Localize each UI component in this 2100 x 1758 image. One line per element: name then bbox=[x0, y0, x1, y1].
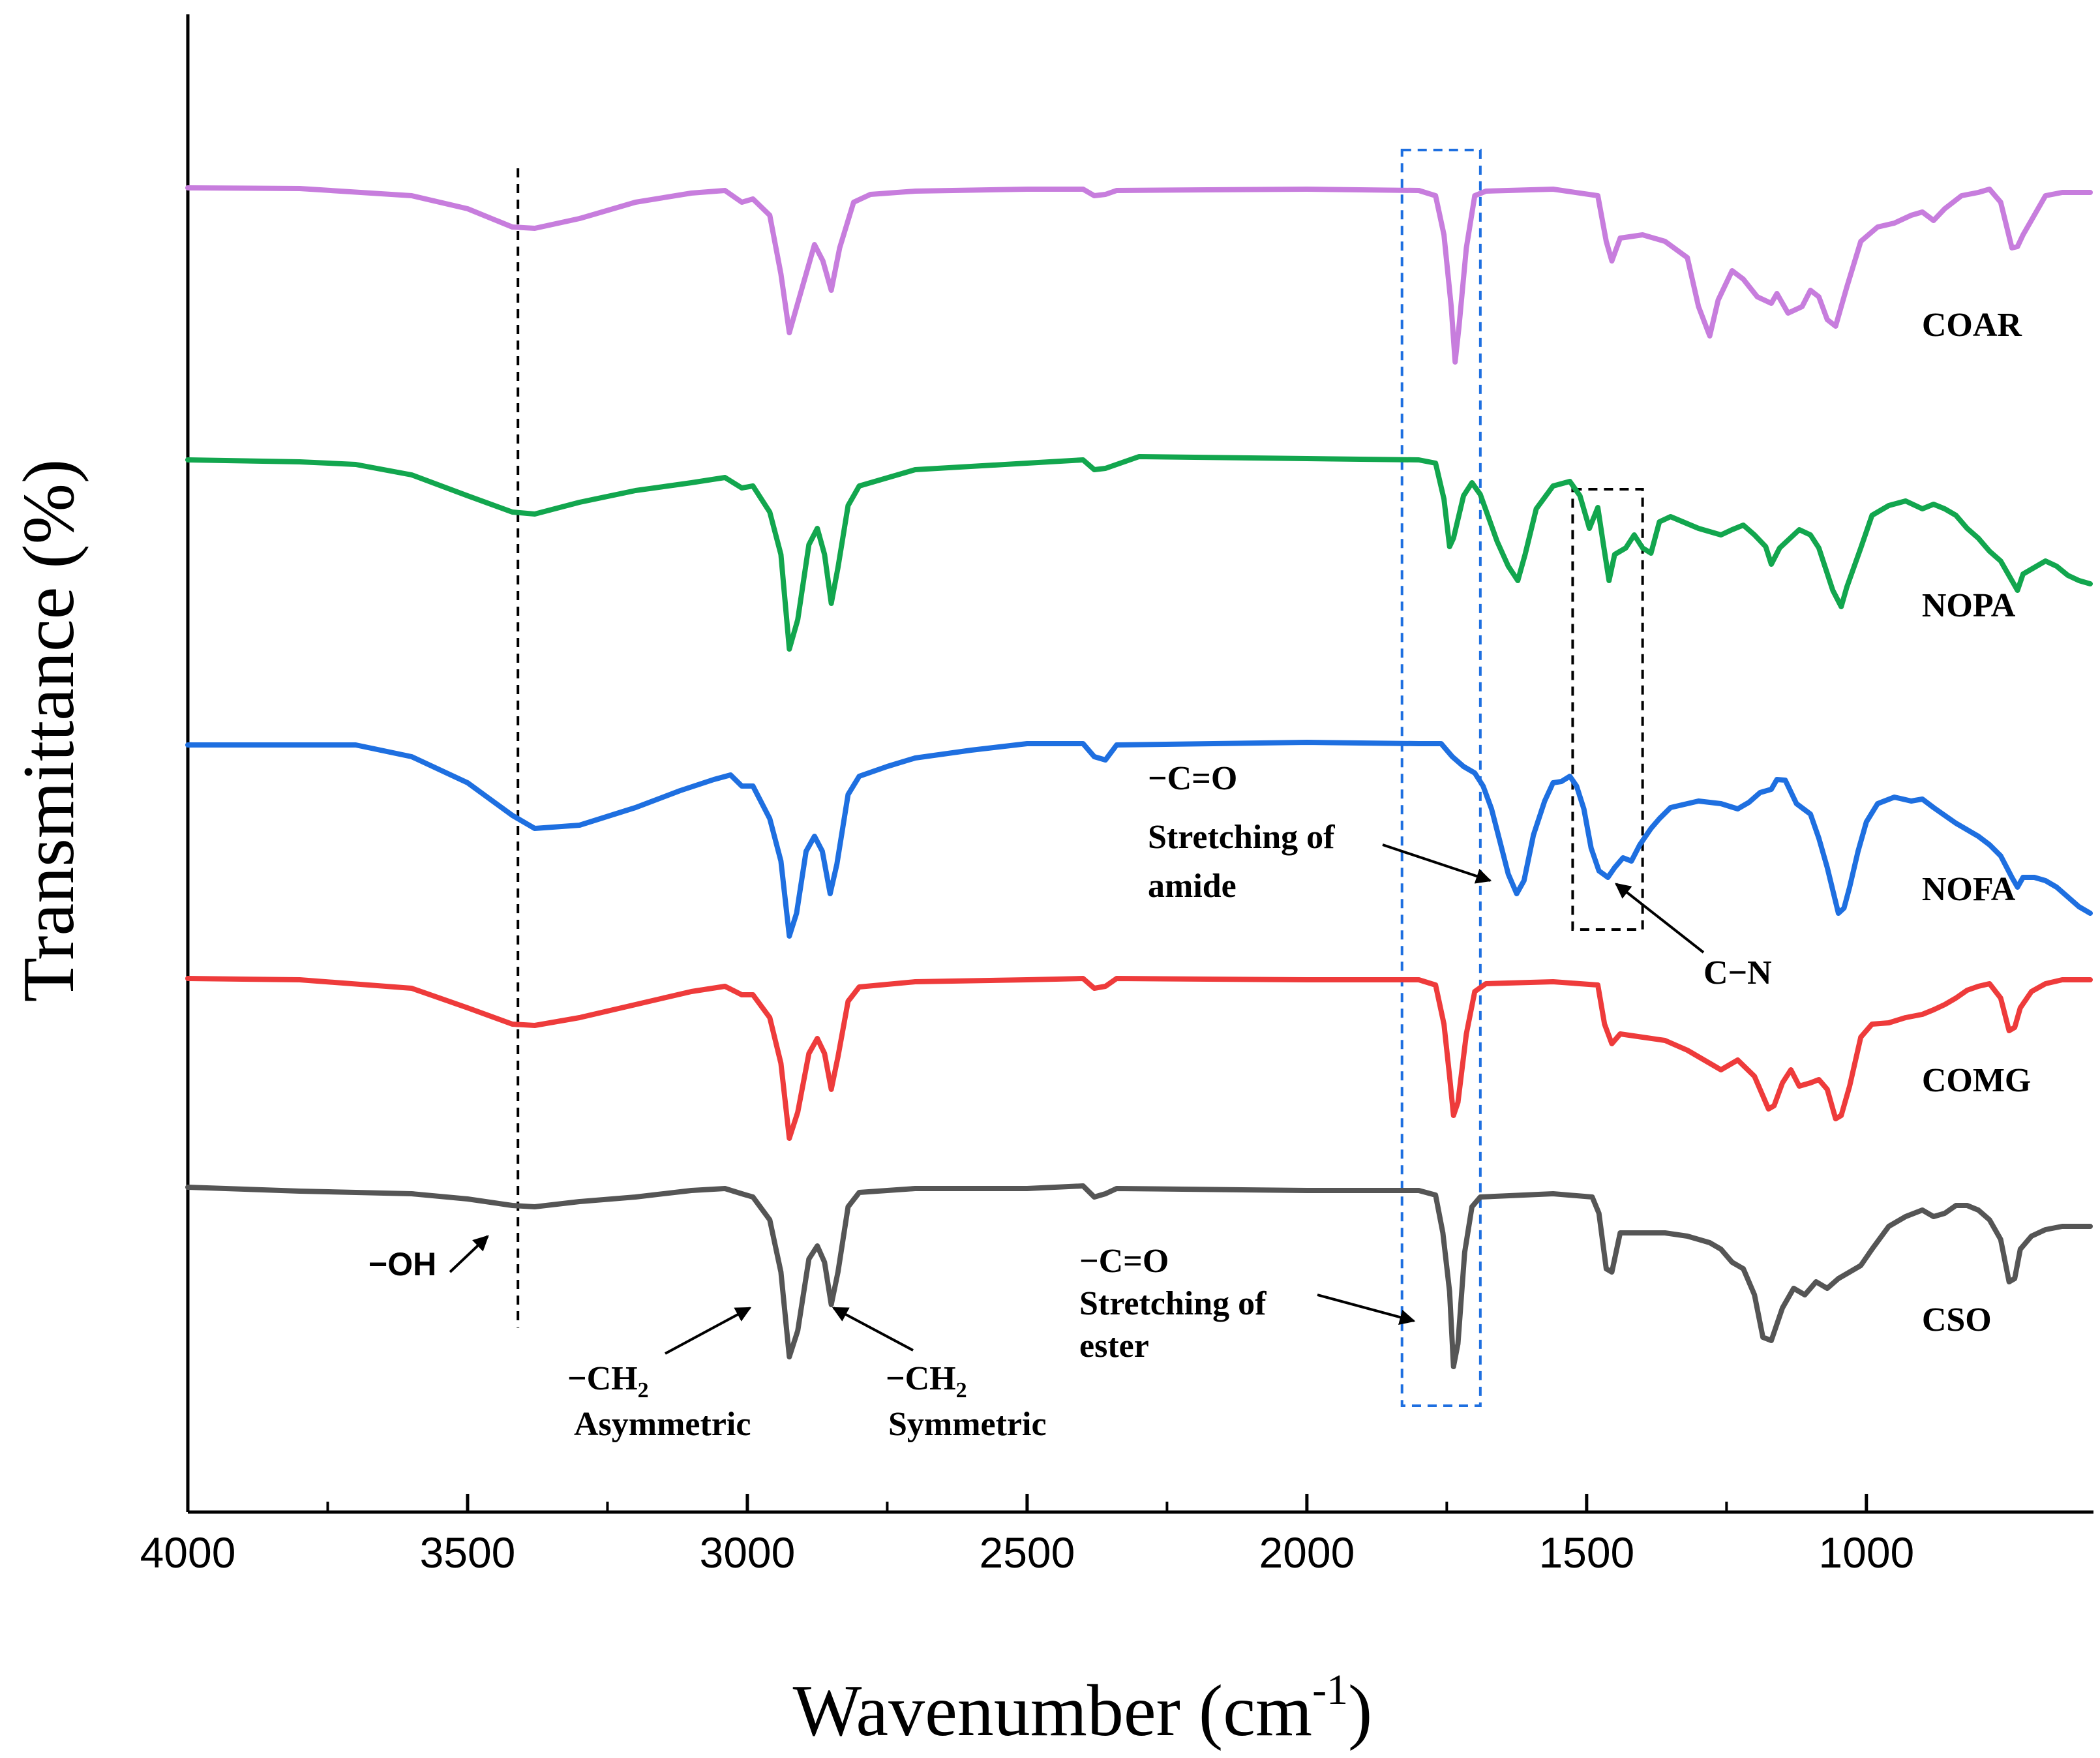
arrow-ester bbox=[1317, 1294, 1416, 1325]
x-axis-title: Wavenumber (cm-1) bbox=[793, 1666, 1373, 1751]
reference-lines bbox=[517, 149, 1644, 1407]
series-line-comg bbox=[185, 976, 2093, 1141]
annotation-ch2-asym: −CH2 bbox=[567, 1360, 649, 1402]
annotation-ester-1: −C=O bbox=[1079, 1243, 1169, 1280]
annotation-amide-3: amide bbox=[1148, 868, 1237, 905]
plot-frame bbox=[186, 14, 2093, 1514]
annotation-oh: −OH bbox=[368, 1246, 436, 1282]
series-label-comg: COMG bbox=[1922, 1062, 2032, 1099]
series-group bbox=[185, 185, 2093, 1369]
cn-highlight-box bbox=[1571, 488, 1644, 931]
arrow-ch2-asym bbox=[665, 1307, 752, 1355]
arrow-oh bbox=[449, 1235, 489, 1273]
annotation-ch2-sym: −CH2 bbox=[886, 1360, 967, 1402]
x-axis-title-close: ) bbox=[1348, 1671, 1372, 1751]
annotation-ester-3: ester bbox=[1079, 1327, 1149, 1365]
series-label-nofa: NOFA bbox=[1922, 871, 2016, 908]
arrow-ch2-sym bbox=[832, 1307, 914, 1352]
annotation-amide-2: Stretching of bbox=[1148, 819, 1335, 856]
x-tick-label: 4000 bbox=[140, 1528, 236, 1577]
series-label-coar: COAR bbox=[1922, 307, 2023, 344]
x-tick-label: 1000 bbox=[1818, 1528, 1914, 1577]
x-tick-label: 1500 bbox=[1538, 1528, 1634, 1577]
x-axis-title-sup: -1 bbox=[1312, 1666, 1348, 1714]
series-line-nopa bbox=[185, 454, 2093, 652]
arrow-amide bbox=[1382, 843, 1492, 884]
series-line-coar bbox=[185, 185, 2093, 365]
arrow-cn bbox=[1615, 883, 1705, 954]
series-line-cso bbox=[185, 1183, 2093, 1369]
annotations: −OH −CH2 Asymmetric −CH2 Symmetric −C=O … bbox=[368, 760, 1772, 1443]
annotation-ch2-asym-label: Asymmetric bbox=[574, 1406, 751, 1443]
y-axis-title: Transmittance (%) bbox=[8, 459, 89, 1003]
x-tick-label: 2000 bbox=[1259, 1528, 1355, 1577]
series-label-nopa: NOPA bbox=[1922, 587, 2016, 624]
series-labels: COAR NOPA NOFA COMG CSO bbox=[1922, 307, 2032, 1339]
x-tick-label: 3500 bbox=[420, 1528, 516, 1577]
annotation-ester-2: Stretching of bbox=[1079, 1285, 1267, 1322]
x-axis-title-main: Wavenumber (cm bbox=[793, 1671, 1312, 1751]
annotation-ch2-sym-label: Symmetric bbox=[888, 1406, 1047, 1443]
x-tick-label: 2500 bbox=[979, 1528, 1075, 1577]
x-tick-label: 3000 bbox=[700, 1528, 796, 1577]
series-label-cso: CSO bbox=[1922, 1301, 1992, 1339]
annotation-cn: C−N bbox=[1703, 954, 1772, 992]
x-ticks: 4000 3500 3000 2500 2000 1500 1000 bbox=[140, 1494, 1914, 1577]
series-line-nofa bbox=[185, 740, 2093, 939]
annotation-amide-1: −C=O bbox=[1148, 760, 1237, 797]
